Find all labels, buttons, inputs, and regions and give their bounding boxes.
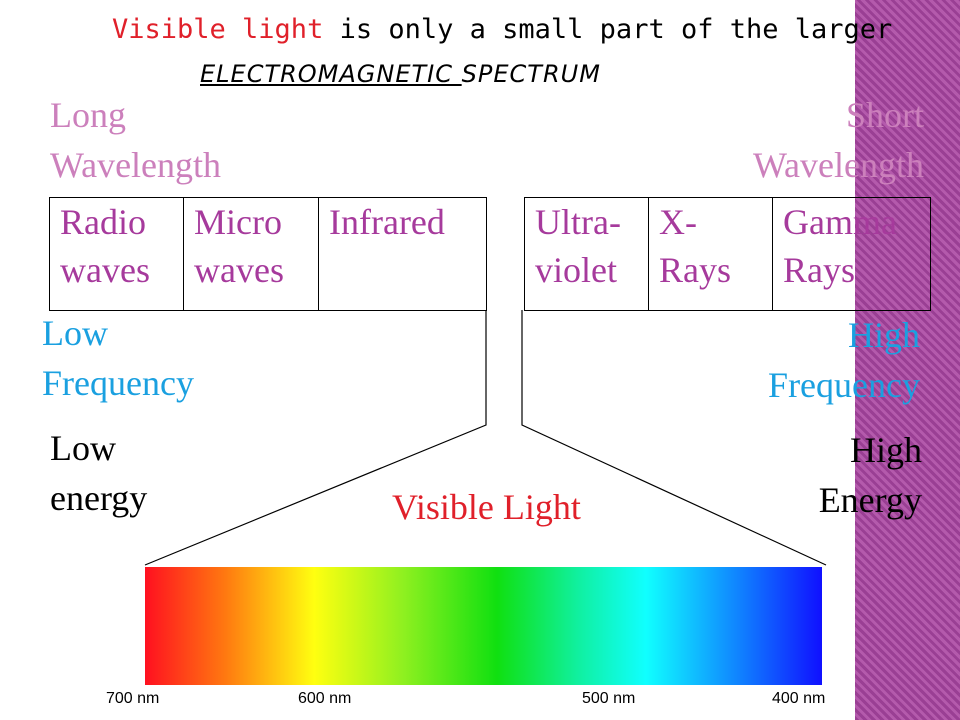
label-line: Rays bbox=[659, 250, 731, 290]
wavelength-label: 500 nm bbox=[582, 690, 636, 707]
label-line: Frequency bbox=[768, 365, 920, 405]
wavelength-label: 600 nm bbox=[298, 690, 352, 707]
subtitle-tail: SPECTRUM bbox=[461, 60, 601, 88]
box-label: X- Rays bbox=[659, 198, 731, 294]
side-stripe bbox=[855, 0, 960, 720]
label-line: violet bbox=[535, 250, 617, 290]
high-frequency: High Frequency bbox=[768, 310, 920, 410]
label-line: Micro bbox=[194, 202, 282, 242]
long-wavelength: Long Wavelength bbox=[50, 90, 221, 190]
label-line: Ultra- bbox=[535, 202, 621, 242]
box-label: Radio waves bbox=[60, 198, 150, 294]
box: X- Rays bbox=[648, 197, 773, 311]
connector bbox=[144, 310, 487, 566]
box: Infrared bbox=[318, 197, 487, 311]
label-line: X- bbox=[659, 202, 697, 242]
label-line: Frequency bbox=[42, 363, 194, 403]
subtitle: ELECTROMAGNETIC SPECTRUM bbox=[200, 60, 601, 88]
label-line: waves bbox=[60, 250, 150, 290]
label-line: Rays bbox=[783, 250, 855, 290]
label-line: Long bbox=[50, 95, 126, 135]
visible-light-label: Visible Light bbox=[392, 487, 581, 527]
low-energy: Low energy bbox=[50, 423, 147, 523]
subtitle-underlined: ELECTROMAGNETIC bbox=[200, 60, 462, 88]
label-line: energy bbox=[50, 478, 148, 518]
connector bbox=[521, 310, 827, 566]
high-energy: High Energy bbox=[819, 425, 922, 525]
title: Visible light is only a small part of th… bbox=[112, 14, 892, 45]
label-line: High bbox=[848, 315, 920, 355]
box-label: Infrared bbox=[329, 198, 445, 246]
low-frequency: Low Frequency bbox=[42, 308, 194, 408]
label-line: Energy bbox=[818, 480, 922, 520]
wavelength-label: 400 nm bbox=[772, 690, 826, 707]
box: Ultra-violet bbox=[524, 197, 649, 311]
label-line: Gamma bbox=[783, 202, 897, 242]
box-label: Micro waves bbox=[194, 198, 284, 294]
label-line: waves bbox=[194, 250, 284, 290]
label-line: Low bbox=[50, 428, 116, 468]
label-line: Short bbox=[845, 95, 924, 135]
box-label: Ultra-violet bbox=[535, 198, 621, 294]
box-label: Gamma Rays bbox=[783, 198, 897, 294]
label-line: Radio bbox=[60, 202, 146, 242]
label-line: Wavelength bbox=[752, 145, 924, 185]
wavelength-label: 700 nm bbox=[106, 690, 160, 707]
box: Micro waves bbox=[183, 197, 319, 311]
title-highlight: Visible light bbox=[112, 14, 324, 45]
box: Gamma Rays bbox=[772, 197, 931, 311]
title-rest: is only a small part of the larger bbox=[339, 14, 893, 45]
label-line: Wavelength bbox=[50, 145, 222, 185]
box: Radio waves bbox=[49, 197, 184, 311]
label-line: High bbox=[850, 430, 922, 470]
label-line: Infrared bbox=[329, 202, 445, 242]
short-wavelength: Short Wavelength bbox=[753, 90, 924, 190]
label-line: Low bbox=[42, 313, 108, 353]
visible-spectrum bbox=[145, 567, 822, 685]
